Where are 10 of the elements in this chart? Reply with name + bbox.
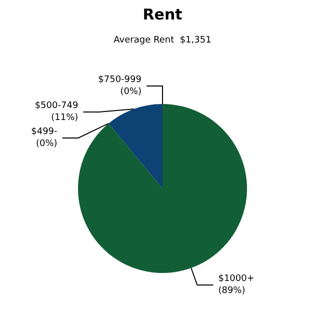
- category-label: $750-999: [98, 75, 142, 85]
- chart-subtitle: Average Rent $1,351: [114, 36, 212, 46]
- slice-label: $1000+: [218, 274, 254, 284]
- data-label: (11%): [51, 113, 78, 123]
- slice-label: $500-749: [34, 101, 78, 111]
- text: (0%): [36, 139, 58, 149]
- data-label: (89%): [218, 286, 246, 296]
- chart-title: Rent: [142, 6, 182, 24]
- text: (0%): [120, 87, 142, 97]
- category-label: $499-: [31, 127, 58, 137]
